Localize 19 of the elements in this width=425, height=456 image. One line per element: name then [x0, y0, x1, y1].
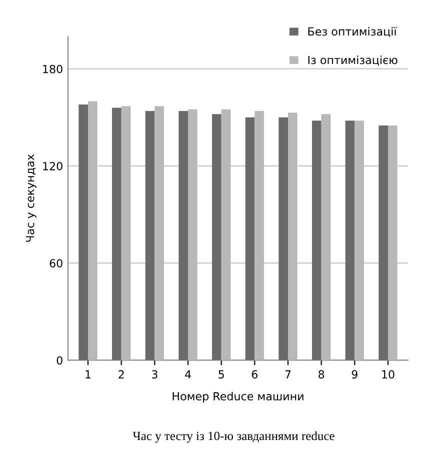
- y-axis-title: Час у секундах: [26, 154, 36, 242]
- x-tick-label: 5: [218, 370, 224, 379]
- x-tick-label: 6: [252, 370, 258, 379]
- x-tick-label: 1: [86, 370, 91, 378]
- x-tick-label: 8: [318, 370, 324, 379]
- x-tick-label: 3: [152, 370, 158, 379]
- x-tick-label: 2: [118, 370, 124, 378]
- x-tick-label: 10: [382, 370, 394, 379]
- x-axis-title: Номер Reduce машини: [172, 392, 304, 403]
- legend-label: Без оптимізації: [308, 27, 397, 38]
- y-tick-label: 120: [43, 162, 62, 170]
- y-tick-label: 180: [43, 64, 62, 74]
- legend-label: Із оптимізацією: [308, 56, 398, 66]
- x-tick-label: 9: [352, 370, 358, 379]
- y-tick-label: 0: [56, 356, 62, 365]
- y-tick-label: 60: [50, 259, 62, 268]
- text: Час у тесту із 10-ю завданнями reduce: [132, 431, 334, 443]
- x-tick-label: 7: [285, 370, 291, 378]
- x-tick-label: 4: [185, 370, 191, 378]
